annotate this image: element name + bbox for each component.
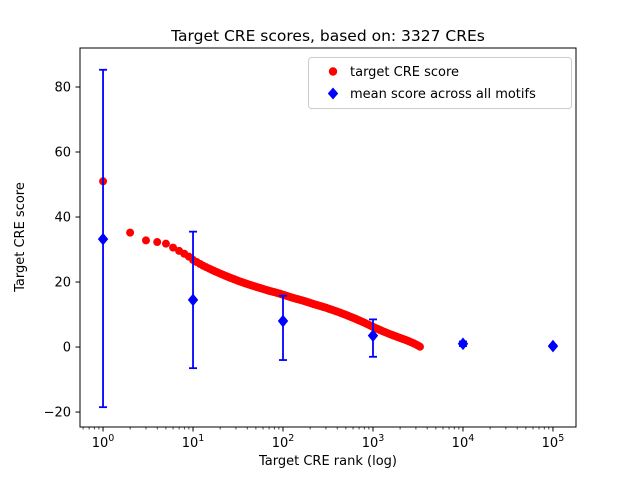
y-tick-label: 60 <box>54 146 71 161</box>
x-tick-label: 105 <box>542 433 565 451</box>
mean-score-series <box>97 68 559 409</box>
legend-mean-score-label: mean score across all motifs <box>350 87 536 102</box>
mean-score-diamond <box>97 232 109 246</box>
legend-target-score-label: target CRE score <box>350 65 459 80</box>
legend: target CRE score mean score across all m… <box>308 57 572 109</box>
target-score-dot <box>126 228 135 237</box>
mean-score-diamond <box>187 293 199 307</box>
x-tick-label: 104 <box>452 433 475 451</box>
x-tick-label: 101 <box>182 433 205 451</box>
y-tick-label: 20 <box>54 276 71 291</box>
x-tick-label: 100 <box>92 433 115 451</box>
target-score-dot <box>161 239 170 248</box>
plot-frame <box>79 47 577 428</box>
target-score-series <box>99 177 424 351</box>
y-tick-label: −20 <box>44 406 71 421</box>
x-minor-ticks <box>82 427 550 430</box>
y-tick-label: 80 <box>54 81 71 96</box>
y-axis-label: Target CRE score <box>13 182 28 293</box>
x-tick-label: 102 <box>272 433 295 451</box>
mean-score-diamond <box>457 337 469 351</box>
y-tick-label: 0 <box>63 341 71 356</box>
target-score-dot <box>415 342 424 351</box>
legend-target-score-marker-icon <box>328 67 338 76</box>
chart-title: Target CRE scores, based on: 3327 CREs <box>170 27 485 45</box>
x-tick-label: 103 <box>362 433 385 451</box>
axis-tick-labels: 100 101 102 103 104 105 −20 0 20 40 60 80 <box>44 81 565 451</box>
legend-mean-score-marker-icon <box>327 87 339 100</box>
mean-score-diamond <box>547 339 559 353</box>
x-axis-label: Target CRE rank (log) <box>258 454 397 469</box>
target-score-dot <box>141 236 150 245</box>
target-score-dot <box>169 243 178 252</box>
y-tick-label: 40 <box>54 211 71 226</box>
axis-major-ticks <box>75 86 554 432</box>
legend-box <box>308 57 572 109</box>
mean-score-diamond <box>277 314 289 328</box>
target-score-dot <box>153 238 162 247</box>
mean-score-diamond <box>367 329 379 342</box>
